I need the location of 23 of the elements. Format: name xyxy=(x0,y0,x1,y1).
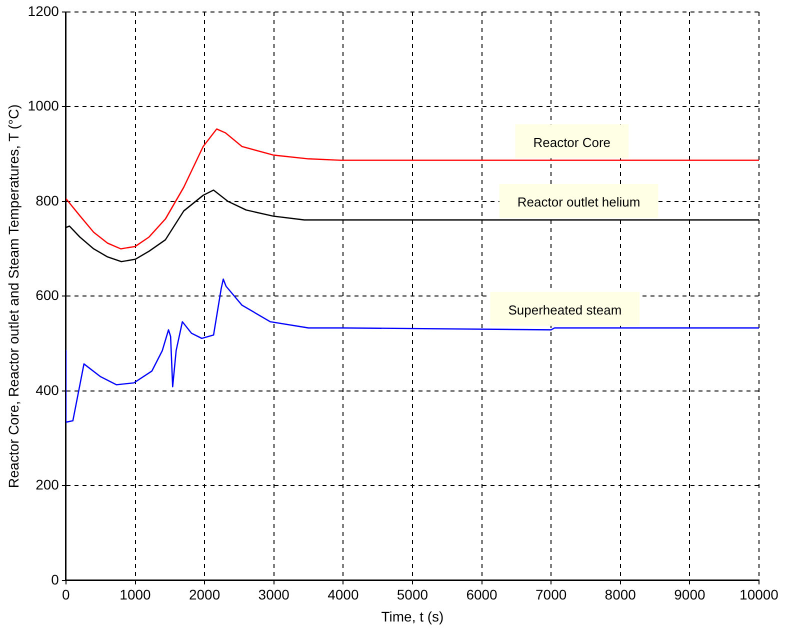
y-tick-label: 0 xyxy=(51,571,60,588)
x-tick-label: 8000 xyxy=(604,586,636,603)
y-tick-label: 1200 xyxy=(28,2,60,19)
x-tick-label: 1000 xyxy=(120,586,152,603)
y-tick-label: 800 xyxy=(36,192,60,208)
x-tick-label: 7000 xyxy=(536,586,567,603)
x-tick-label: 2000 xyxy=(188,586,220,603)
series-label: Superheated steam xyxy=(508,302,622,318)
y-axis-title: Reactor Core, Reactor outlet and Steam Temperatures, T (°C) xyxy=(5,104,22,488)
x-tick-label: 6000 xyxy=(466,586,498,603)
series-label: Reactor Core xyxy=(533,134,611,150)
x-tick-label: 9000 xyxy=(674,586,706,603)
y-tick-label: 1000 xyxy=(28,98,60,114)
series-label: Reactor outlet helium xyxy=(517,194,640,210)
x-tick-label: 5000 xyxy=(396,586,428,603)
x-tick-label: 10000 xyxy=(740,586,779,603)
y-tick-label: 200 xyxy=(36,476,60,493)
y-tick-label: 600 xyxy=(36,287,60,304)
x-tick-label: 0 xyxy=(62,586,70,603)
x-tick-label: 3000 xyxy=(258,586,290,603)
x-axis-title: Time, t (s) xyxy=(381,608,444,624)
y-tick-label: 400 xyxy=(36,382,60,398)
x-tick-label: 4000 xyxy=(328,586,359,603)
